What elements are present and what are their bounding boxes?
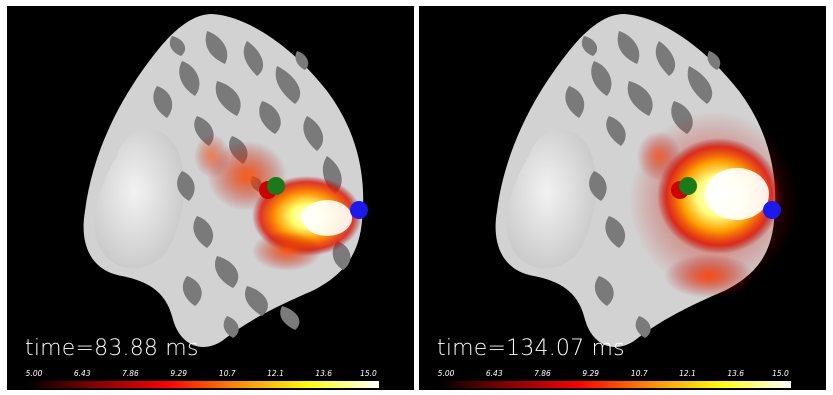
colorbar-tick: 10.7 bbox=[630, 369, 648, 378]
colorbar bbox=[27, 381, 379, 388]
colorbar-ticks: 5.00 6.43 7.86 9.29 10.7 12.1 13.6 15.0 bbox=[437, 369, 791, 379]
frontal-pole-right bbox=[506, 129, 597, 269]
colorbar-tick: 5.00 bbox=[437, 369, 455, 378]
colorbar-ticks: 5.00 6.43 7.86 9.29 10.7 12.1 13.6 15.0 bbox=[25, 369, 379, 379]
colorbar-tick: 7.86 bbox=[122, 369, 139, 378]
frontal-pole-left bbox=[94, 129, 185, 269]
marker-blue-left bbox=[350, 201, 368, 219]
colorbar-tick: 13.6 bbox=[315, 369, 333, 378]
time-label: time=134.07 ms bbox=[437, 336, 625, 361]
marker-blue-right bbox=[763, 201, 781, 219]
colorbar-tick: 15.0 bbox=[360, 369, 377, 378]
colorbar-tick: 5.00 bbox=[25, 369, 43, 378]
sulci-right bbox=[565, 31, 721, 338]
colorbar-tick: 10.7 bbox=[218, 369, 236, 378]
brain-view-left: time=83.88 ms 5.00 6.43 7.86 9.29 10.7 1… bbox=[7, 6, 414, 390]
colorbar-tick: 13.6 bbox=[727, 369, 745, 378]
marker-green-left bbox=[267, 177, 285, 195]
activation-map-right bbox=[629, 111, 799, 298]
colorbar bbox=[439, 381, 791, 388]
colorbar-tick: 7.86 bbox=[534, 369, 551, 378]
colorbar-tick: 9.29 bbox=[170, 369, 188, 378]
marker-green-right bbox=[679, 177, 697, 195]
colorbar-tick: 6.43 bbox=[73, 369, 91, 378]
colorbar-tick: 9.29 bbox=[582, 369, 600, 378]
colorbar-tick: 12.1 bbox=[267, 369, 284, 378]
brain-surface-right bbox=[495, 14, 799, 348]
colorbar-tick: 12.1 bbox=[679, 369, 696, 378]
colorbar-tick: 15.0 bbox=[772, 369, 789, 378]
brain-surface-left bbox=[83, 14, 368, 348]
colorbar-tick: 6.43 bbox=[485, 369, 503, 378]
brain-view-right: time=134.07 ms 5.00 6.43 7.86 9.29 10.7 … bbox=[419, 6, 826, 390]
time-label: time=83.88 ms bbox=[25, 336, 199, 361]
